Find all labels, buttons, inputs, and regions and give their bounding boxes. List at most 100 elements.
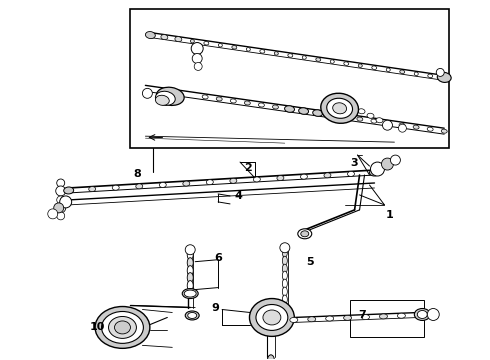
Ellipse shape [288, 54, 293, 57]
Circle shape [60, 196, 72, 208]
Ellipse shape [330, 60, 334, 63]
Ellipse shape [282, 295, 287, 304]
Ellipse shape [386, 68, 390, 72]
Ellipse shape [415, 309, 430, 320]
Ellipse shape [249, 298, 294, 336]
Ellipse shape [253, 177, 260, 182]
Ellipse shape [187, 273, 193, 283]
Ellipse shape [316, 58, 321, 61]
Ellipse shape [155, 91, 175, 105]
Ellipse shape [277, 176, 284, 181]
Text: 3: 3 [351, 158, 358, 168]
Circle shape [185, 245, 195, 255]
Ellipse shape [108, 316, 136, 338]
Circle shape [48, 209, 58, 219]
Text: 9: 9 [211, 302, 219, 312]
Circle shape [398, 124, 406, 132]
Ellipse shape [101, 311, 144, 343]
Ellipse shape [437, 72, 451, 82]
Ellipse shape [300, 174, 307, 179]
Ellipse shape [298, 108, 309, 114]
Ellipse shape [417, 310, 427, 319]
Bar [349, 300, 424, 337]
Text: 4: 4 [234, 191, 242, 201]
Ellipse shape [260, 50, 265, 53]
Ellipse shape [321, 93, 359, 123]
Ellipse shape [155, 95, 169, 105]
Ellipse shape [182, 289, 198, 298]
Ellipse shape [187, 250, 193, 260]
Ellipse shape [416, 312, 423, 318]
Ellipse shape [298, 229, 312, 239]
Circle shape [56, 186, 66, 196]
Ellipse shape [282, 287, 287, 296]
Circle shape [280, 243, 290, 253]
Ellipse shape [245, 101, 250, 105]
Ellipse shape [302, 56, 306, 59]
Text: 7: 7 [359, 310, 367, 320]
Ellipse shape [272, 105, 278, 109]
Text: 8: 8 [134, 169, 141, 179]
Ellipse shape [301, 231, 309, 237]
Ellipse shape [327, 112, 337, 118]
Bar [130, 9, 449, 148]
Ellipse shape [372, 66, 377, 69]
Circle shape [143, 88, 152, 98]
Ellipse shape [399, 123, 405, 127]
Ellipse shape [347, 171, 354, 176]
Circle shape [427, 309, 439, 320]
Ellipse shape [282, 248, 287, 257]
Ellipse shape [256, 305, 288, 330]
Circle shape [57, 196, 65, 204]
Ellipse shape [263, 310, 281, 325]
Ellipse shape [285, 106, 294, 112]
Ellipse shape [357, 117, 363, 121]
Circle shape [56, 203, 66, 213]
Ellipse shape [371, 119, 377, 123]
Ellipse shape [64, 187, 74, 194]
Ellipse shape [185, 311, 199, 320]
Ellipse shape [258, 103, 265, 107]
Ellipse shape [344, 62, 349, 66]
Ellipse shape [385, 122, 392, 127]
Ellipse shape [343, 315, 352, 320]
Ellipse shape [400, 70, 405, 73]
Ellipse shape [428, 74, 433, 78]
Ellipse shape [183, 181, 190, 186]
Ellipse shape [187, 258, 193, 268]
Circle shape [192, 54, 202, 63]
Text: 6: 6 [214, 253, 222, 263]
Ellipse shape [327, 98, 352, 118]
Ellipse shape [216, 97, 222, 101]
Ellipse shape [282, 279, 287, 288]
Circle shape [54, 203, 64, 213]
Ellipse shape [333, 103, 346, 114]
Ellipse shape [175, 37, 182, 42]
Ellipse shape [376, 118, 383, 123]
Text: 2: 2 [244, 163, 252, 173]
Ellipse shape [282, 303, 287, 312]
Text: 5: 5 [306, 257, 314, 267]
Ellipse shape [358, 64, 362, 67]
Ellipse shape [206, 180, 213, 185]
Circle shape [370, 162, 385, 176]
Ellipse shape [362, 315, 369, 320]
Ellipse shape [184, 290, 196, 297]
Ellipse shape [313, 110, 322, 116]
Ellipse shape [146, 32, 155, 39]
Ellipse shape [204, 41, 209, 45]
Ellipse shape [136, 184, 143, 189]
Ellipse shape [190, 40, 195, 43]
Ellipse shape [219, 44, 222, 47]
Ellipse shape [156, 87, 184, 105]
Ellipse shape [441, 129, 447, 133]
Ellipse shape [232, 45, 237, 49]
Circle shape [57, 179, 65, 187]
Ellipse shape [414, 72, 418, 76]
Ellipse shape [326, 316, 334, 321]
Ellipse shape [161, 35, 168, 40]
Ellipse shape [159, 183, 166, 188]
Ellipse shape [115, 321, 130, 334]
Circle shape [191, 42, 203, 54]
Text: 10: 10 [90, 323, 105, 332]
